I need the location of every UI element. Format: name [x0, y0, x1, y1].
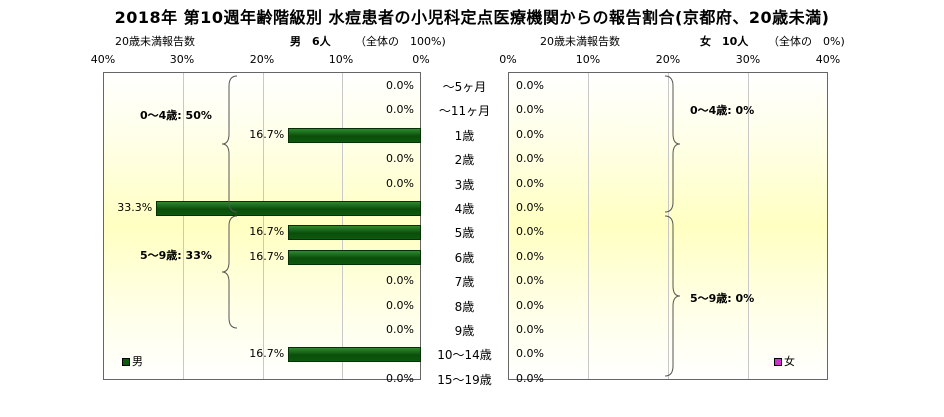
category-label: ～5ヶ月	[442, 80, 487, 94]
data-label-male: 0.0%	[386, 103, 414, 117]
right-subtitle: 20歳未満報告数	[540, 35, 620, 48]
category-label: 15～19歳	[437, 372, 492, 387]
female-plot-area	[508, 72, 828, 380]
data-label-male: 16.7%	[249, 249, 285, 263]
category-label: ～11ヶ月	[438, 104, 491, 119]
category-label: 8歳	[454, 299, 475, 314]
legend-male-swatch	[122, 358, 130, 366]
data-label-male: 16.7%	[249, 347, 285, 361]
bracket-right-0-4	[664, 75, 681, 213]
category-label: 3歳	[454, 177, 475, 192]
chart-title: 2018年 第10週年齢階級別 水痘患者の小児科定点医療機関からの報告割合(京都…	[114, 8, 830, 27]
group-label-female-5-9: 5～9歳: 0%	[690, 292, 755, 305]
left-tick-label: 10%	[328, 53, 354, 66]
bar-male	[288, 225, 421, 241]
data-label-female: 0.0%	[516, 347, 544, 361]
data-label-female: 0.0%	[516, 103, 544, 117]
data-label-female: 0.0%	[516, 79, 544, 92]
right-tick-label: 30%	[735, 53, 761, 66]
gridline	[183, 73, 184, 379]
category-label: 6歳	[454, 250, 475, 265]
gridline	[668, 73, 669, 379]
data-label-male: 16.7%	[249, 225, 285, 239]
bar-male	[288, 249, 421, 265]
data-label-male: 0.0%	[386, 79, 414, 92]
category-label: 7歳	[454, 275, 475, 290]
data-label-female: 0.0%	[516, 127, 544, 141]
data-label-male: 16.7%	[249, 127, 285, 141]
gridline	[748, 73, 749, 379]
legend-female-label: 女	[784, 355, 795, 368]
legend-male: 男	[122, 353, 143, 369]
data-label-male: 0.0%	[386, 152, 414, 166]
data-label-male: 33.3%	[117, 201, 153, 214]
right-total-label: 女 10人	[700, 35, 749, 48]
bracket-left-0-4	[221, 75, 238, 213]
data-label-female: 0.0%	[516, 152, 544, 166]
data-label-male: 0.0%	[386, 323, 414, 336]
data-label-female: 0.0%	[516, 176, 544, 190]
data-label-female: 0.0%	[516, 274, 544, 288]
bar-male	[288, 127, 421, 143]
category-label: 10～14歳	[437, 348, 492, 363]
bracket-left-5-9	[221, 215, 238, 329]
data-label-male: 0.0%	[386, 298, 414, 312]
category-label: 2歳	[454, 153, 475, 168]
left-tick-label: 40%	[90, 53, 116, 66]
category-label: 9歳	[454, 324, 475, 338]
legend-female-swatch	[774, 358, 782, 366]
category-label: 1歳	[454, 128, 475, 143]
group-label-female-0-4: 0～4歳: 0%	[690, 104, 755, 117]
bar-male	[156, 201, 421, 216]
left-tick-label: 30%	[169, 53, 195, 66]
legend-female: 女	[774, 353, 795, 369]
gridline	[263, 73, 264, 379]
right-share-label: （全体の 0%)	[768, 35, 845, 48]
data-label-female: 0.0%	[516, 323, 544, 336]
left-subtitle: 20歳未満報告数	[115, 35, 195, 48]
group-label-male-0-4: 0～4歳: 50%	[140, 109, 212, 122]
right-tick-label: 10%	[575, 53, 601, 66]
left-tick-label: 0%	[412, 53, 430, 66]
right-tick-label: 20%	[655, 53, 681, 66]
category-label: 4歳	[454, 202, 475, 216]
bracket-right-5-9	[664, 215, 681, 377]
group-label-male-5-9: 5～9歳: 33%	[140, 249, 212, 262]
data-label-male: 0.0%	[386, 176, 414, 190]
data-label-female: 0.0%	[516, 225, 544, 239]
left-share-label: （全体の 100%)	[355, 35, 446, 48]
data-label-female: 0.0%	[516, 371, 544, 385]
left-total-label: 男 6人	[290, 35, 331, 48]
right-tick-label: 40%	[815, 53, 841, 66]
data-label-male: 0.0%	[386, 274, 414, 288]
category-label: 5歳	[454, 226, 475, 241]
data-label-female: 0.0%	[516, 298, 544, 312]
legend-male-label: 男	[132, 355, 143, 368]
gridline	[588, 73, 589, 379]
data-label-female: 0.0%	[516, 249, 544, 263]
data-label-male: 0.0%	[386, 371, 414, 385]
right-tick-label: 0%	[499, 53, 517, 66]
bar-male	[288, 347, 421, 363]
left-tick-label: 20%	[249, 53, 275, 66]
data-label-female: 0.0%	[516, 201, 544, 214]
